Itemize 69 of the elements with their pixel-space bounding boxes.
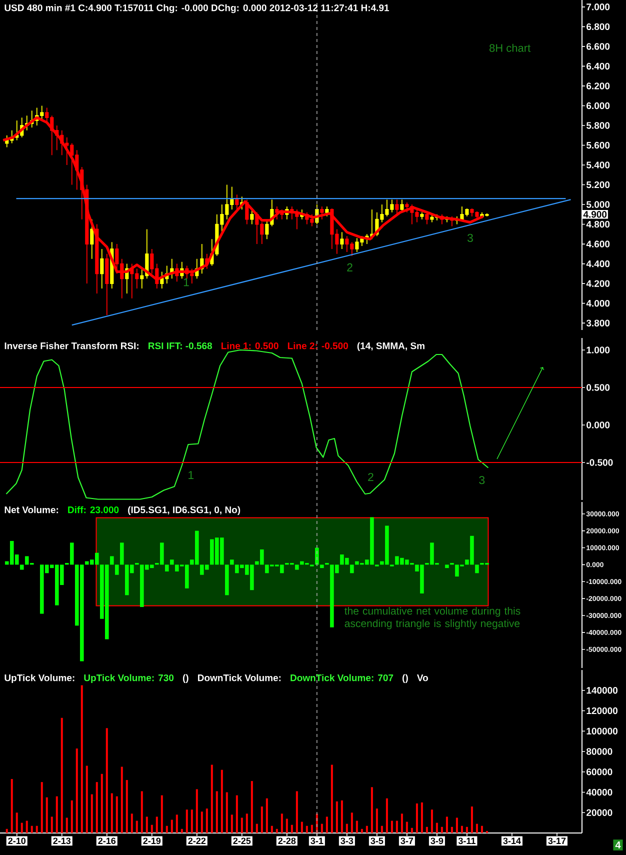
y-tick-label: 6.000: [586, 102, 610, 110]
band-label: the cumulative net volume during this ascending triangle is slightly negative: [344, 606, 520, 630]
annotation: 3: [467, 234, 473, 242]
y-tick-label: 4.400: [586, 260, 610, 268]
y-tick-label: 6.800: [586, 23, 610, 30]
y-tick-label: 0.500: [586, 384, 610, 391]
y-tick-label: 100000: [586, 728, 618, 734]
y-tick-label: 4.800: [586, 220, 610, 228]
y-tick-label: 5.600: [586, 142, 610, 149]
y-tick-label: 5.800: [586, 122, 610, 129]
x-tick-label: 2-16: [98, 838, 116, 844]
annotation: Vo: [416, 674, 428, 682]
annotation: 2: [347, 263, 352, 272]
annotation: 4.900: [583, 211, 607, 218]
x-tick-label: 3-7: [400, 838, 414, 844]
y-tick-label: 4.000: [586, 300, 610, 307]
chart-title: Net Volume:: [4, 506, 58, 514]
y-tick-label: 6.400: [586, 62, 610, 70]
x-tick-label: 3-11: [458, 838, 476, 844]
annotation: DownTick Volume: 707: [290, 674, 394, 682]
text: Diff: 23.000: [68, 506, 119, 514]
annotation: DownTick Volume:: [198, 674, 281, 682]
y-tick-label: 3.800: [586, 320, 610, 326]
x-tick-label: 2-25: [233, 838, 251, 844]
annotation: 8H chart: [490, 44, 531, 52]
x-tick-label: 3-14: [503, 838, 521, 844]
annotation: 2: [368, 472, 374, 482]
y-tick-label: 80000: [586, 748, 612, 755]
x-tick-label: 3-5: [370, 838, 384, 844]
chart-title: Inverse Fisher Transform RSI:: [4, 342, 138, 350]
chart-title: UpTick Volume:: [4, 674, 74, 684]
annotation: (ID5.SG1, ID6.SG1, 0, No): [128, 506, 240, 516]
y-tick-label: 1.000: [586, 346, 610, 354]
y-tick-label: 20000: [586, 809, 612, 816]
y-tick-label: -0.500: [586, 459, 613, 466]
y-tick-label: 5.400: [586, 162, 610, 168]
annotation: (): [182, 674, 188, 684]
y-tick-label: 120000: [586, 707, 618, 714]
y-tick-label: 0.000: [586, 422, 610, 428]
y-tick-label: 40000: [586, 788, 612, 796]
x-tick-label: 3-9: [430, 838, 444, 844]
ref-line-label: Line 2: -0.500: [288, 342, 348, 350]
y-tick-label: 6.200: [586, 82, 610, 90]
x-tick-label: 3-1: [310, 838, 324, 844]
series-label: RSI IFT: -0.568: [148, 342, 212, 350]
y-tick-label: 4.200: [586, 280, 610, 287]
x-tick-label: 3-3: [340, 838, 354, 844]
y-tick-label: 60000: [586, 768, 612, 776]
x-tick-label: 2-13: [53, 838, 71, 844]
x-tick-label: 2-22: [188, 838, 206, 844]
x-tick-label: 2-28: [278, 838, 296, 844]
annotation: (): [402, 674, 408, 684]
y-tick-label: 6.600: [586, 43, 610, 50]
y-tick-label: 5.200: [586, 181, 610, 188]
chart-title: USD 480 min #1 C:4.900 T:157011 Chg: -0.000 DChg: 0.000 2012-03-12 11:27:41 H:4.91: [4, 4, 389, 14]
annotation: 1: [184, 278, 189, 286]
y-tick-label: 7.000: [586, 4, 610, 10]
ref-line-label: Line 1: 0.500: [222, 342, 278, 350]
annotation: (14, SMMA, Sm: [357, 342, 424, 352]
annotation: 1: [188, 471, 194, 480]
y-tick-label: 140000: [586, 687, 618, 694]
text: 4: [615, 842, 621, 848]
x-tick-label: 3-17: [548, 838, 566, 844]
x-tick-label: 2-19: [143, 838, 161, 844]
annotation: UpTick Volume: 730: [84, 674, 174, 684]
x-tick-label: 2-10: [8, 838, 26, 844]
y-tick-label: 5.000: [586, 201, 610, 208]
annotation: 3: [479, 476, 485, 484]
y-tick-label: 4.600: [586, 240, 610, 248]
